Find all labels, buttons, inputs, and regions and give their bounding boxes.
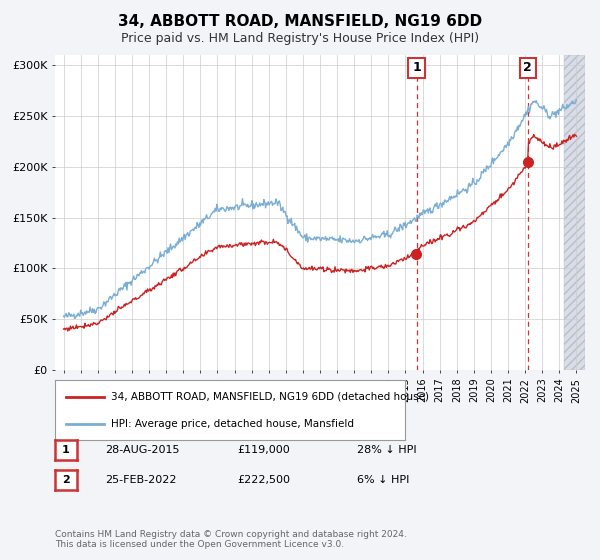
Text: HPI: Average price, detached house, Mansfield: HPI: Average price, detached house, Mans… xyxy=(111,419,354,429)
Text: 2: 2 xyxy=(523,61,532,74)
Text: £119,000: £119,000 xyxy=(237,445,290,455)
Text: 28-AUG-2015: 28-AUG-2015 xyxy=(105,445,179,455)
Text: 1: 1 xyxy=(62,445,70,455)
Text: Contains HM Land Registry data © Crown copyright and database right 2024.
This d: Contains HM Land Registry data © Crown c… xyxy=(55,530,407,549)
Text: £222,500: £222,500 xyxy=(237,475,290,485)
Text: 2: 2 xyxy=(62,475,70,485)
Text: 34, ABBOTT ROAD, MANSFIELD, NG19 6DD: 34, ABBOTT ROAD, MANSFIELD, NG19 6DD xyxy=(118,14,482,29)
Text: 1: 1 xyxy=(412,61,421,74)
Text: 25-FEB-2022: 25-FEB-2022 xyxy=(105,475,176,485)
Text: 6% ↓ HPI: 6% ↓ HPI xyxy=(357,475,409,485)
Text: 34, ABBOTT ROAD, MANSFIELD, NG19 6DD (detached house): 34, ABBOTT ROAD, MANSFIELD, NG19 6DD (de… xyxy=(111,392,429,402)
Text: Price paid vs. HM Land Registry's House Price Index (HPI): Price paid vs. HM Land Registry's House … xyxy=(121,32,479,45)
Text: 28% ↓ HPI: 28% ↓ HPI xyxy=(357,445,416,455)
